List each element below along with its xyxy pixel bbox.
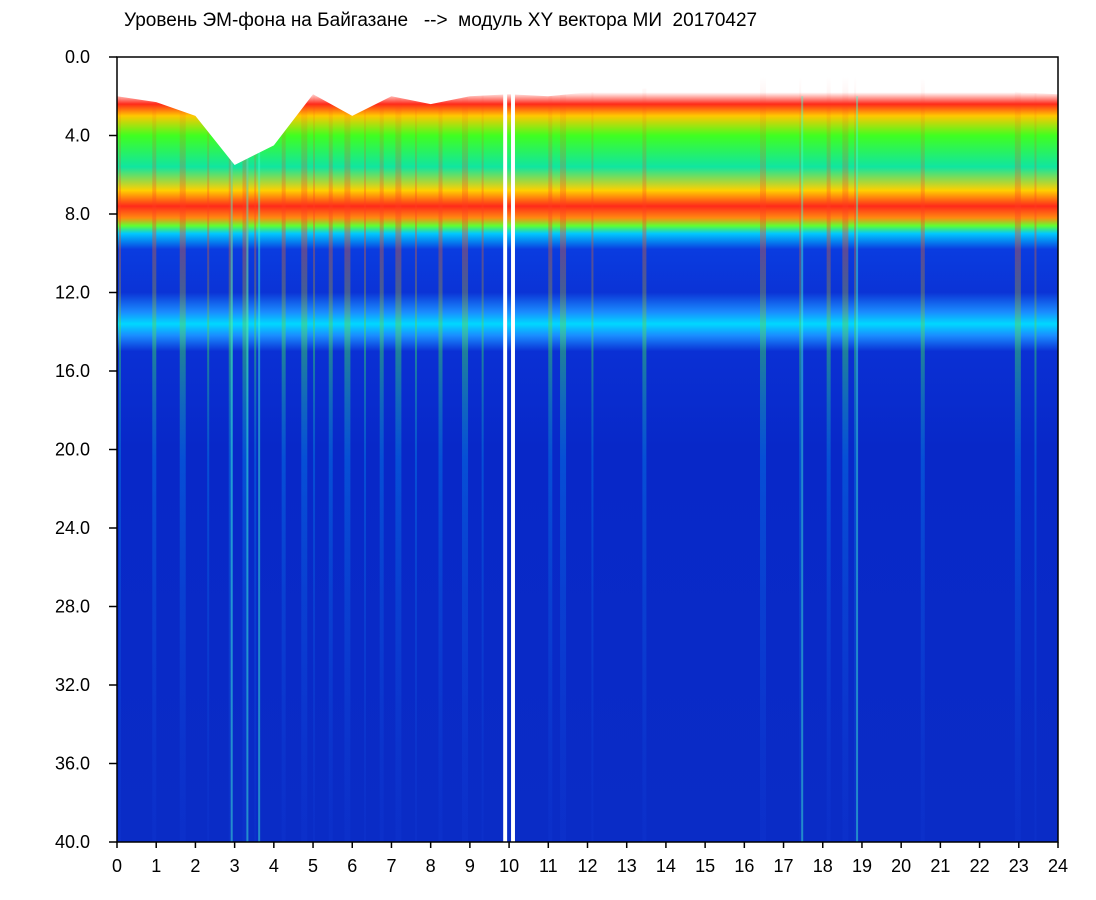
y-tick-label: 12.0 [55,283,90,303]
heatmap-streak [281,76,286,842]
x-tick-label: 3 [230,856,240,876]
x-tick-label: 16 [734,856,754,876]
heatmap-streak [560,76,567,842]
x-tick-label: 20 [891,856,911,876]
x-tick-label: 14 [656,856,676,876]
heatmap-streak [642,76,647,842]
heatmap-empty-top [117,57,1058,165]
x-tick-label: 23 [1009,856,1029,876]
heatmap-streak [152,76,157,842]
heatmap-streak [313,76,316,842]
heatmap-streak [1014,76,1021,842]
x-axis: 0 1 2 3 4 5 6 7 8 9 10 11 12 13 14 15 16 17 18 19 20 21 22 23 24 [112,842,1068,876]
heatmap-streak [254,76,257,842]
data-gap [503,76,508,842]
heatmap-streak [920,76,925,842]
x-tick-label: 8 [426,856,436,876]
heatmap-line [230,96,233,842]
y-tick-label: 40.0 [55,832,90,852]
heatmap-line [258,96,261,842]
heatmap-line [801,96,804,842]
x-tick-label: 7 [386,856,396,876]
x-tick-label: 17 [774,856,794,876]
heatmap-streak [591,76,594,842]
heatmap-streak [242,76,249,842]
x-tick-label: 13 [617,856,637,876]
y-tick-label: 4.0 [65,126,90,146]
heatmap-streak [301,76,308,842]
y-tick-label: 16.0 [55,361,90,381]
heatmap-streak [228,76,233,842]
x-tick-label: 0 [112,856,122,876]
data-gap [511,76,515,842]
heatmap-streak [414,76,417,842]
heatmap-streak [379,76,384,842]
heatmap-streak [118,76,121,842]
heatmap-streak [799,76,802,842]
heatmap-streak [364,76,367,842]
x-tick-label: 19 [852,856,872,876]
x-tick-label: 15 [695,856,715,876]
heatmap-streak [462,76,469,842]
x-tick-label: 2 [190,856,200,876]
heatmap-line [856,96,859,842]
x-tick-label: 10 [499,856,519,876]
y-tick-label: 28.0 [55,597,90,617]
heatmap-streak [854,76,857,842]
chart-title: Уровень ЭМ-фона на Байгазане --> модуль … [124,10,758,31]
y-tick-label: 8.0 [65,204,90,224]
y-tick-label: 0.0 [65,47,90,67]
x-tick-label: 4 [269,856,279,876]
x-tick-label: 18 [813,856,833,876]
heatmap-streaks [117,57,1058,842]
x-tick-label: 24 [1048,856,1068,876]
heatmap-streak [1034,76,1037,842]
x-tick-label: 1 [151,856,161,876]
heatmap-streak [344,76,351,842]
heatmap-streak [207,76,210,842]
x-tick-label: 22 [970,856,990,876]
heatmap-streak [328,76,333,842]
heatmap-line [246,96,249,842]
x-tick-label: 12 [577,856,597,876]
x-tick-label: 6 [347,856,357,876]
heatmap-streak [179,76,186,842]
heatmap-streak [826,76,831,842]
heatmap-streak [548,76,553,842]
x-tick-label: 5 [308,856,318,876]
heatmap-streak [842,76,849,842]
x-tick-label: 21 [930,856,950,876]
heatmap-streak [395,76,402,842]
plot-area [116,56,1059,843]
y-axis: 0.0 4.0 8.0 12.0 16.0 20.0 24.0 28.0 32.0 36.0 40.… [55,47,117,852]
x-tick-label: 11 [539,856,558,876]
y-tick-label: 24.0 [55,518,90,538]
x-tick-label: 9 [465,856,475,876]
data-gaps [503,76,515,842]
y-tick-label: 20.0 [55,440,90,460]
heatmap-streak [438,76,443,842]
y-tick-label: 32.0 [55,675,90,695]
y-tick-label: 36.0 [55,754,90,774]
heatmap-streak [481,76,484,842]
heatmap-streak [760,76,767,842]
heatmap-field [117,57,1058,842]
